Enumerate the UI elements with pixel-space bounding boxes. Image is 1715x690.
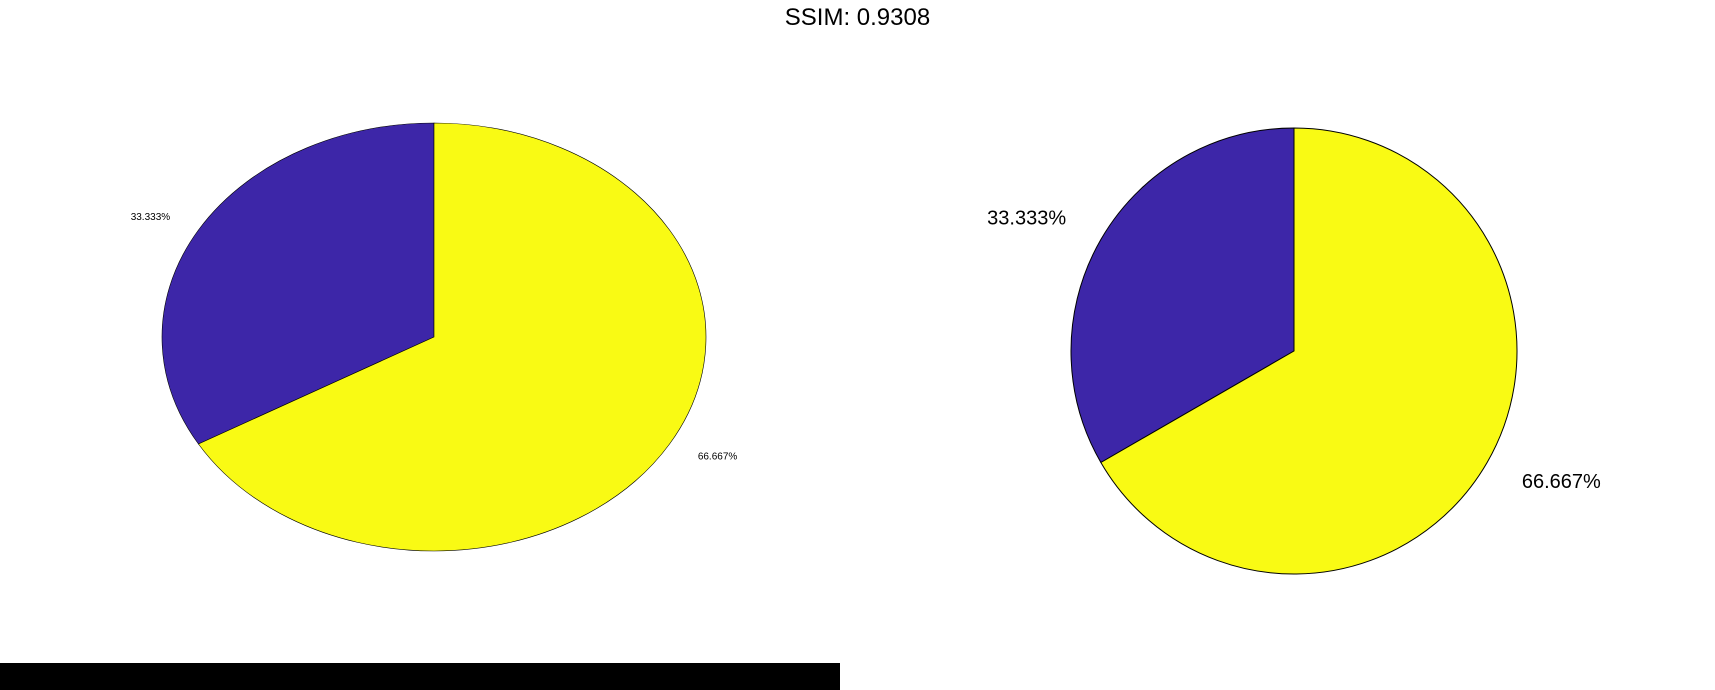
pie-label-right-2: 66.667% (1522, 471, 1601, 493)
pie-slice-left-2 (197, 122, 707, 552)
pie-label-left-1: 33.333% (131, 212, 171, 223)
bottom-black-bar (0, 663, 840, 690)
pie-chart-left: 33.333% 66.667% (131, 122, 738, 552)
pie-slice-left-1 (161, 122, 435, 445)
pie-slice-right-1 (1070, 127, 1295, 464)
pie-chart-right: 33.333% 66.667% (987, 127, 1601, 575)
figure-title: SSIM: 0.9308 (784, 4, 931, 31)
pie-label-left-2: 66.667% (698, 451, 738, 462)
pie-label-right-1: 33.333% (987, 208, 1066, 230)
pie-slice-right-2 (1100, 127, 1518, 575)
